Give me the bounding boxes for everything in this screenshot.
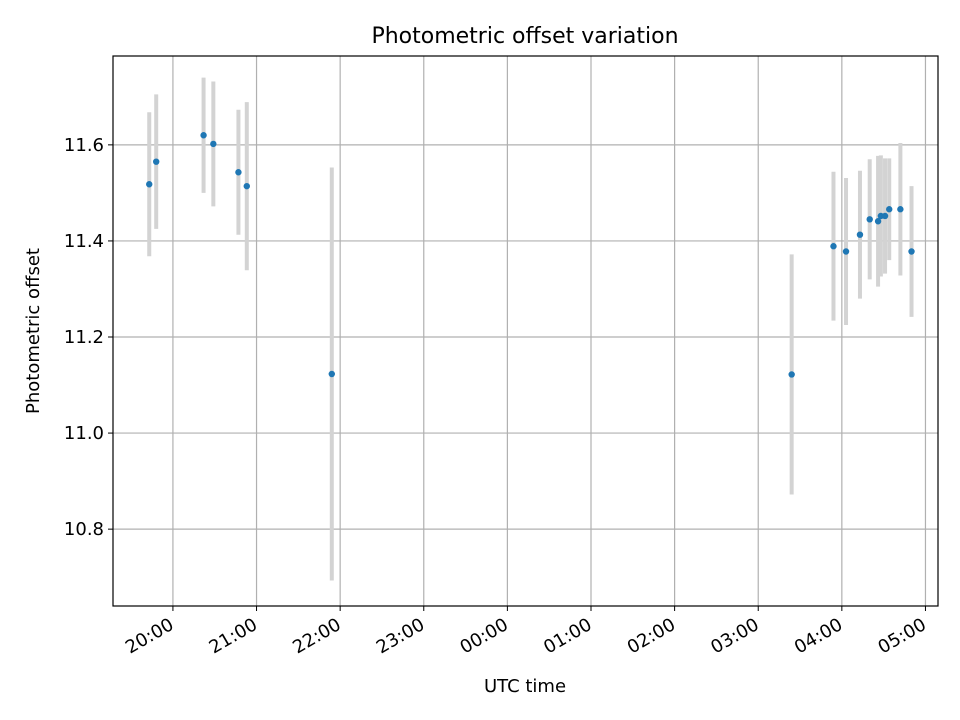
- data-point: [856, 231, 864, 238]
- data-point: [886, 206, 893, 213]
- data-point: [788, 371, 795, 378]
- y-axis-label: Photometric offset: [23, 248, 44, 414]
- data-point: [897, 206, 904, 213]
- y-tick-label: 10.8: [64, 519, 104, 540]
- y-tick-label: 11.2: [64, 327, 104, 348]
- y-tick-label: 11.4: [64, 231, 104, 252]
- data-point: [146, 181, 153, 188]
- data-point: [210, 140, 217, 148]
- y-axis-ticks: 10.8 11.0 11.2 11.4 11.6: [64, 135, 113, 540]
- data-point: [830, 243, 837, 250]
- data-points: [146, 132, 915, 378]
- x-axis-label: UTC time: [484, 676, 566, 697]
- data-point: [908, 248, 915, 255]
- data-point: [243, 182, 250, 190]
- data-point: [842, 248, 850, 255]
- y-tick-label: 11.0: [64, 423, 104, 444]
- y-tick-label: 11.6: [64, 135, 104, 156]
- data-point: [866, 216, 873, 223]
- data-point: [235, 169, 242, 176]
- data-point: [328, 370, 335, 378]
- grid: [113, 56, 938, 606]
- plot-frame: [112, 55, 939, 607]
- data-point: [153, 158, 160, 165]
- chart-title: Photometric offset variation: [371, 24, 678, 49]
- data-point: [881, 212, 889, 220]
- data-point: [200, 132, 207, 139]
- data-point: [874, 218, 882, 225]
